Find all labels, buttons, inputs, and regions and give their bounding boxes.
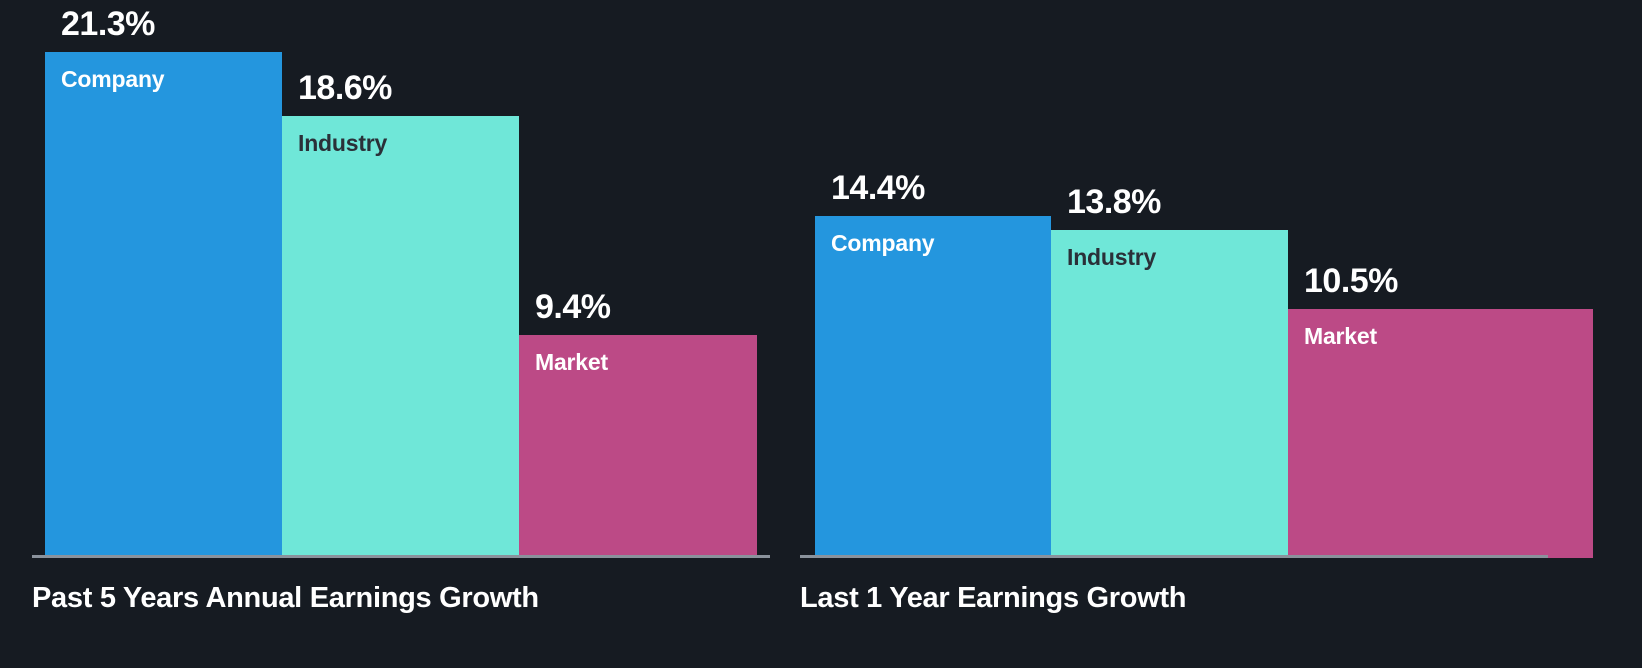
- bar-value-market: 10.5%: [1304, 261, 1398, 300]
- bar-value-company: 21.3%: [61, 5, 155, 44]
- bar-label-company: Company: [831, 230, 935, 257]
- chart-title-right: Last 1 Year Earnings Growth: [800, 582, 1187, 614]
- chart-past-5-years: 21.3% Company 18.6% Industry 9.4% Market: [0, 0, 790, 668]
- chart-title-left: Past 5 Years Annual Earnings Growth: [32, 582, 539, 614]
- bar-company[interactable]: 14.4% Company: [815, 169, 1051, 558]
- bar-industry[interactable]: 18.6% Industry: [282, 69, 519, 558]
- bar-series-right: 14.4% Company 13.8% Industry 10.5% Marke…: [815, 0, 1593, 558]
- axis-baseline-right: [800, 555, 1548, 558]
- bar-value-company: 14.4%: [831, 169, 925, 208]
- bar-value-industry: 13.8%: [1067, 183, 1161, 222]
- bar-market[interactable]: 10.5% Market: [1288, 262, 1593, 558]
- bar-column-company: 21.3% Company: [45, 0, 282, 558]
- bar-market[interactable]: 9.4% Market: [519, 288, 757, 558]
- bar-column-industry: 18.6% Industry: [282, 0, 519, 558]
- plot-area-right: 14.4% Company 13.8% Industry 10.5% Marke…: [790, 0, 1642, 558]
- bar-value-market: 9.4%: [535, 287, 611, 326]
- bar-series-left: 21.3% Company 18.6% Industry 9.4% Market: [45, 0, 757, 558]
- bar-column-market: 10.5% Market: [1288, 0, 1593, 558]
- bar-column-company: 14.4% Company: [815, 0, 1051, 558]
- bar-column-industry: 13.8% Industry: [1051, 0, 1288, 558]
- bar-company[interactable]: 21.3% Company: [45, 5, 282, 558]
- bar-label-company: Company: [61, 66, 165, 93]
- bar-column-market: 9.4% Market: [519, 0, 757, 558]
- bar-label-market: Market: [1304, 322, 1377, 349]
- bar-industry[interactable]: 13.8% Industry: [1051, 183, 1288, 558]
- bar-value-industry: 18.6%: [298, 69, 392, 108]
- bar-label-industry: Industry: [298, 130, 388, 157]
- axis-baseline-left: [32, 555, 770, 558]
- chart-last-1-year: 14.4% Company 13.8% Industry 10.5% Marke…: [790, 0, 1642, 668]
- bar-label-industry: Industry: [1067, 244, 1157, 271]
- plot-area-left: 21.3% Company 18.6% Industry 9.4% Market: [0, 0, 790, 558]
- bar-label-market: Market: [535, 348, 608, 375]
